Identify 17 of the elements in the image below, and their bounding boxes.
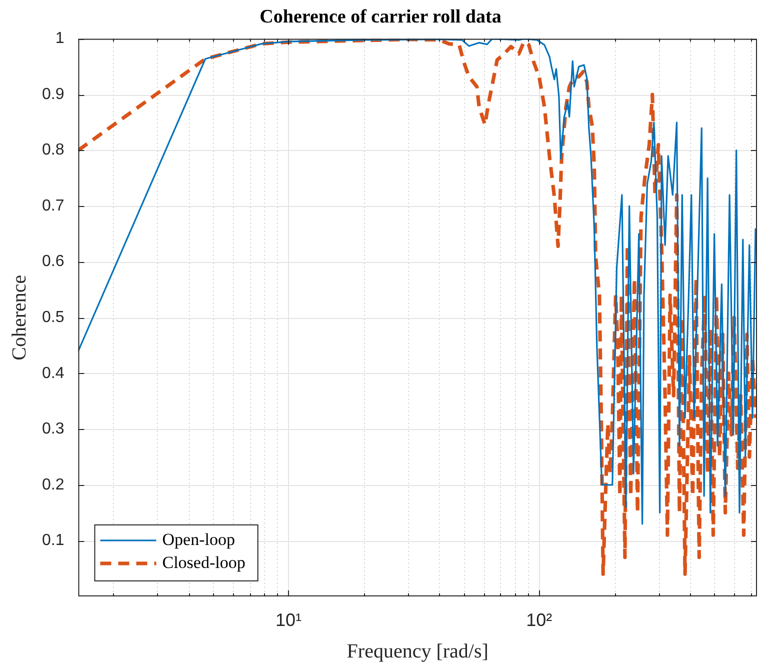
legend-label: Open-loop — [162, 530, 235, 549]
x-tick-label: 10² — [526, 610, 552, 630]
y-axis-title: Coherence — [8, 274, 30, 360]
y-tick-label: 0.8 — [42, 142, 64, 159]
y-tick-label: 0.5 — [42, 309, 64, 326]
legend-label: Closed-loop — [162, 552, 246, 572]
y-tick-label: 0.1 — [42, 532, 64, 550]
y-tick-label: 0.6 — [42, 253, 64, 270]
chart-title: Coherence of carrier roll data — [260, 6, 502, 28]
y-tick-label: 0.3 — [42, 420, 64, 438]
y-tick-label: 0.7 — [42, 197, 64, 214]
x-tick-label: 10¹ — [275, 610, 302, 630]
y-tick-label: 1 — [55, 30, 64, 48]
x-axis-title: Frequency [rad/s] — [346, 640, 488, 662]
y-tick-label: 0.9 — [42, 86, 64, 103]
y-tick-label: 0.4 — [42, 364, 64, 382]
y-tick-label: 0.2 — [42, 476, 64, 494]
